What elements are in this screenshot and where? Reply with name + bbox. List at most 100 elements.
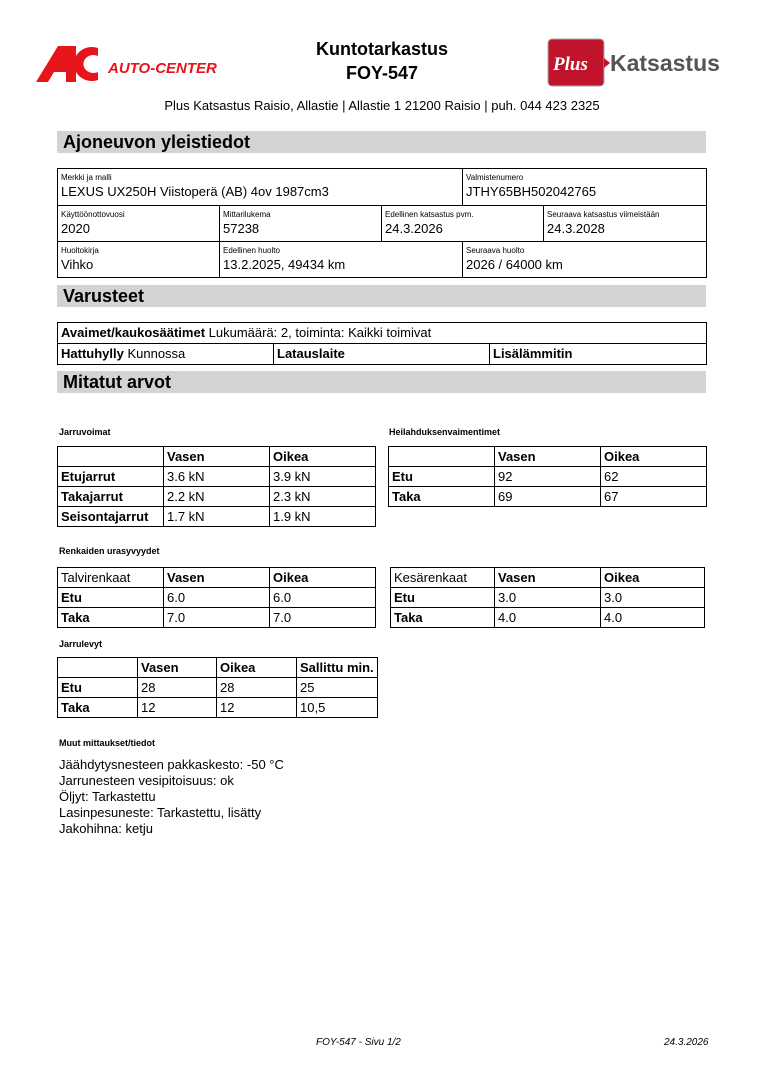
table-cell: 2.2 kN [163, 486, 270, 507]
equipment-label: Avaimet/kaukosäätimet [61, 325, 206, 340]
table-cell: Talvirenkaat [57, 567, 164, 588]
table-cell: 12 [216, 697, 297, 718]
shocks-title: Heilahduksenvaimentimet [389, 427, 501, 437]
table-cell [388, 446, 495, 467]
section-measured: Mitatut arvot [57, 371, 706, 393]
table-cell: 4.0 [600, 607, 705, 628]
table-row: Taka 69 67 [388, 486, 707, 507]
table-cell: Oikea [269, 567, 376, 588]
other-line: Jäähdytysnesteen pakkaskesto: -50 °C [59, 757, 284, 772]
field-value: JTHY65BH502042765 [466, 184, 597, 199]
table-cell: 62 [600, 466, 707, 487]
table-row: Taka 4.0 4.0 [390, 607, 705, 628]
brake-discs-table: Vasen Oikea Sallittu min. Etu 28 28 25 Taka 12 12… [57, 657, 378, 718]
table-row: Vasen Oikea Sallittu min. [57, 657, 378, 678]
table-row: Taka 12 12 10,5 [57, 697, 378, 718]
vehicle-field: Mittarilukema 57238 [219, 205, 382, 242]
winter-tires-table: Talvirenkaat Vasen Oikea Etu 6.0 6.0 Taka 7.0 7.… [57, 567, 376, 628]
field-value: 24.3.2028 [547, 221, 605, 236]
equipment-item: Hattuhylly Kunnossa [57, 343, 274, 365]
field-label: Edellinen katsastus pvm. [385, 210, 474, 219]
field-value: 2020 [61, 221, 90, 236]
table-cell: 67 [600, 486, 707, 507]
table-cell: 28 [137, 677, 217, 698]
vehicle-field: Merkki ja malli LEXUS UX250H Viistoperä (… [57, 168, 463, 206]
table-cell: 28 [216, 677, 297, 698]
field-label: Seuraava huolto [466, 246, 525, 255]
table-cell: Takajarrut [57, 486, 164, 507]
table-cell: Taka [390, 607, 495, 628]
section-general: Ajoneuvon yleistiedot [57, 131, 706, 153]
svg-text:Katsastus: Katsastus [610, 50, 720, 76]
table-cell: Taka [57, 607, 164, 628]
table-cell: 6.0 [269, 587, 376, 608]
table-cell: 3.6 kN [163, 466, 270, 487]
field-value: 57238 [223, 221, 260, 236]
table-cell: Vasen [137, 657, 217, 678]
summer-tires-table: Kesärenkaat Vasen Oikea Etu 3.0 3.0 Taka 4.0 4.0 [390, 567, 705, 628]
table-cell: Etu [388, 466, 495, 487]
other-line: Jakohihna: ketju [59, 821, 153, 836]
field-label: Mittarilukema [223, 210, 271, 219]
table-cell: 25 [296, 677, 378, 698]
brakes-title: Jarruvoimat [59, 427, 111, 437]
field-label: Seuraava katsastus viimeistään [547, 210, 660, 219]
field-label: Edellinen huolto [223, 246, 280, 255]
table-cell: Vasen [163, 446, 270, 467]
table-cell: Kesärenkaat [390, 567, 495, 588]
table-cell: Sallittu min. [296, 657, 378, 678]
equipment-item: Avaimet/kaukosäätimet Lukumäärä: 2, toim… [57, 322, 707, 344]
field-label: Merkki ja malli [61, 173, 112, 182]
tires-title: Renkaiden urasyvyydet [59, 546, 160, 556]
table-cell: 12 [137, 697, 217, 718]
table-row: Etu 92 62 [388, 466, 707, 487]
table-row: Takajarrut 2.2 kN 2.3 kN [57, 486, 376, 507]
field-value: LEXUS UX250H Viistoperä (AB) 4ov 1987cm3 [61, 184, 329, 199]
vehicle-field: Edellinen katsastus pvm. 24.3.2026 [381, 205, 544, 242]
table-cell: Vasen [494, 446, 601, 467]
table-row: Etu 28 28 25 [57, 677, 378, 698]
table-cell: Etujarrut [57, 466, 164, 487]
table-cell: 10,5 [296, 697, 378, 718]
table-cell: 3.9 kN [269, 466, 376, 487]
field-label: Valmistenumero [466, 173, 524, 182]
document-title: Kuntotarkastus [315, 39, 449, 59]
shocks-table: Vasen Oikea Etu 92 62 Taka 69 67 [388, 446, 707, 507]
table-cell: Vasen [163, 567, 270, 588]
other-line: Jarrunesteen vesipitoisuus: ok [59, 773, 234, 788]
other-line: Lasinpesuneste: Tarkastettu, lisätty [59, 805, 262, 820]
table-row: Seisontajarrut 1.7 kN 1.9 kN [57, 506, 376, 527]
equipment-item: Latauslaite [273, 343, 490, 365]
svg-text:Plus: Plus [552, 54, 588, 75]
other-title: Muut mittaukset/tiedot [59, 738, 155, 748]
field-value: 2026 / 64000 km [466, 257, 563, 272]
table-cell: Oikea [269, 446, 376, 467]
table-row: Taka 7.0 7.0 [57, 607, 376, 628]
table-cell: 69 [494, 486, 601, 507]
table-cell: Etu [390, 587, 495, 608]
equipment-label: Lisälämmitin [493, 346, 573, 361]
vehicle-field: Edellinen huolto 13.2.2025, 49434 km [219, 241, 463, 278]
table-cell: 1.9 kN [269, 506, 376, 527]
svg-text:AUTO-CENTER: AUTO-CENTER [107, 60, 217, 77]
table-row: Kesärenkaat Vasen Oikea [390, 567, 705, 588]
field-label: Käyttöönottovuosi [61, 210, 125, 219]
table-cell [57, 446, 164, 467]
address-line: Plus Katsastus Raisio, Allastie | Allast… [164, 98, 600, 113]
table-cell: Taka [388, 486, 495, 507]
table-cell: 2.3 kN [269, 486, 376, 507]
other-measurements: Jäähdytysnesteen pakkaskesto: -50 °C Jarr… [59, 757, 284, 837]
section-equipment: Varusteet [57, 285, 706, 307]
table-cell: 4.0 [494, 607, 601, 628]
table-cell: 7.0 [163, 607, 270, 628]
plate-number: FOY-547 [345, 63, 419, 83]
vehicle-field: Huoltokirja Vihko [57, 241, 220, 278]
vehicle-field: Käyttöönottovuosi 2020 [57, 205, 220, 242]
table-cell [57, 657, 138, 678]
equipment-value: Kunnossa [123, 346, 186, 361]
vehicle-field: Valmistenumero JTHY65BH502042765 [462, 168, 707, 206]
field-label: Huoltokirja [61, 246, 99, 255]
field-value: Vihko [61, 257, 94, 272]
field-value: 13.2.2025, 49434 km [223, 257, 346, 272]
table-cell: Oikea [216, 657, 297, 678]
